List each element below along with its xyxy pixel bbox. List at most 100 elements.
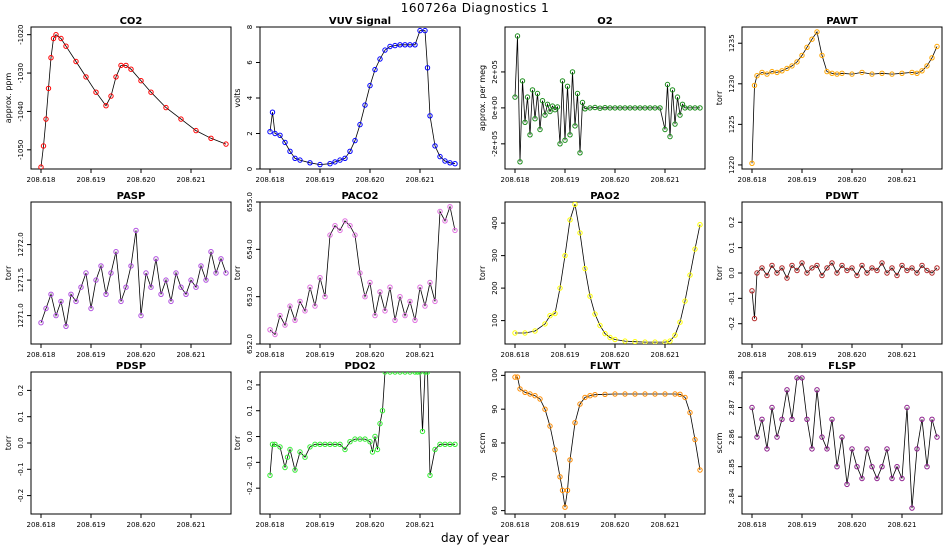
data-point xyxy=(362,294,368,300)
data-point xyxy=(617,105,623,111)
data-point xyxy=(357,436,363,442)
data-point xyxy=(427,472,433,478)
data-point xyxy=(567,132,573,138)
panel-pawt: PAWT torr 208.618 208.619 208.620 208.621 1220… xyxy=(715,16,943,184)
y-tick-label: -0.2 xyxy=(728,317,736,331)
x-tick-label: 208.618 xyxy=(27,176,56,184)
data-point xyxy=(272,130,278,137)
data-point xyxy=(269,109,276,115)
data-point xyxy=(774,434,780,440)
data-point xyxy=(332,441,338,447)
plot-frame xyxy=(259,201,461,345)
data-point xyxy=(687,272,693,278)
series-o2 xyxy=(512,33,703,165)
data-point xyxy=(297,449,303,455)
data-point xyxy=(574,90,581,97)
data-point xyxy=(73,58,79,65)
data-point xyxy=(407,42,413,48)
data-point xyxy=(387,43,393,50)
x-tick-label: 208.618 xyxy=(738,351,767,359)
y-tick-label: 2.85 xyxy=(728,459,736,475)
data-point xyxy=(277,444,283,450)
y-tick-label: -1040 xyxy=(17,101,25,121)
data-point xyxy=(854,272,860,279)
y-tick-label: 2 xyxy=(246,131,254,135)
plot-frame xyxy=(259,26,461,170)
data-point xyxy=(148,89,154,95)
data-point xyxy=(527,132,533,138)
data-point xyxy=(312,441,318,447)
data-point xyxy=(342,218,348,224)
series-pasp xyxy=(38,227,229,329)
data-point xyxy=(849,265,855,271)
data-point xyxy=(819,434,825,440)
data-point xyxy=(128,263,134,269)
data-point xyxy=(193,284,199,290)
y-axis-label: torr xyxy=(4,265,13,280)
data-point xyxy=(332,223,338,229)
data-point xyxy=(759,69,765,76)
data-point xyxy=(602,330,608,337)
data-point xyxy=(317,161,323,168)
data-point xyxy=(357,270,363,276)
panel-title: FLWT xyxy=(590,361,620,372)
y-axis-label: sccm xyxy=(715,432,724,453)
data-point xyxy=(93,89,99,95)
y-tick-label: 2.86 xyxy=(728,429,736,445)
data-point xyxy=(549,103,556,109)
x-tick-label: 208.618 xyxy=(256,351,285,359)
data-point xyxy=(362,436,368,442)
data-point xyxy=(193,127,199,134)
y-tick-label: 654.0 xyxy=(246,239,254,259)
data-point xyxy=(592,311,598,317)
data-point xyxy=(642,391,648,397)
data-point xyxy=(559,78,566,84)
data-point xyxy=(128,66,134,72)
data-point xyxy=(267,327,273,333)
data-point xyxy=(829,70,835,77)
data-point xyxy=(377,420,383,427)
data-point xyxy=(844,267,850,274)
data-point xyxy=(839,434,845,440)
series-paco2 xyxy=(267,204,458,338)
data-point xyxy=(103,103,109,109)
data-point xyxy=(662,339,668,344)
data-point xyxy=(759,416,765,422)
panel-title: PAO2 xyxy=(590,191,620,202)
y-tick-label: -0.1 xyxy=(728,292,736,306)
data-point xyxy=(58,298,64,305)
data-point xyxy=(889,475,895,482)
data-point xyxy=(63,43,69,49)
y-tick-label: -1050 xyxy=(17,140,25,160)
data-point xyxy=(38,320,44,326)
data-point xyxy=(864,446,870,452)
x-tick-label: 208.620 xyxy=(356,521,385,529)
panel-title: PAWT xyxy=(826,16,858,27)
data-point xyxy=(552,310,558,317)
data-point xyxy=(899,475,905,482)
data-point xyxy=(809,265,815,271)
y-tick-label: 0.1 xyxy=(728,242,736,253)
data-point xyxy=(73,298,79,305)
x-tick-label: 208.618 xyxy=(256,521,285,529)
data-point xyxy=(427,113,433,119)
data-point xyxy=(522,389,528,395)
data-point xyxy=(138,312,144,319)
data-point xyxy=(342,155,348,162)
data-point xyxy=(382,47,388,53)
data-point xyxy=(819,272,825,279)
plot-frame xyxy=(741,201,943,345)
data-point xyxy=(53,32,59,38)
x-tick-label: 208.618 xyxy=(501,176,530,184)
data-point xyxy=(537,396,543,402)
data-point xyxy=(577,230,583,236)
y-tick-label: 2.84 xyxy=(728,488,736,504)
data-point xyxy=(749,404,755,411)
x-tick-label: 208.618 xyxy=(27,521,56,529)
data-point xyxy=(407,298,413,305)
series-line xyxy=(751,30,938,164)
data-point xyxy=(83,270,89,276)
data-point xyxy=(519,78,526,84)
data-point xyxy=(572,202,578,207)
